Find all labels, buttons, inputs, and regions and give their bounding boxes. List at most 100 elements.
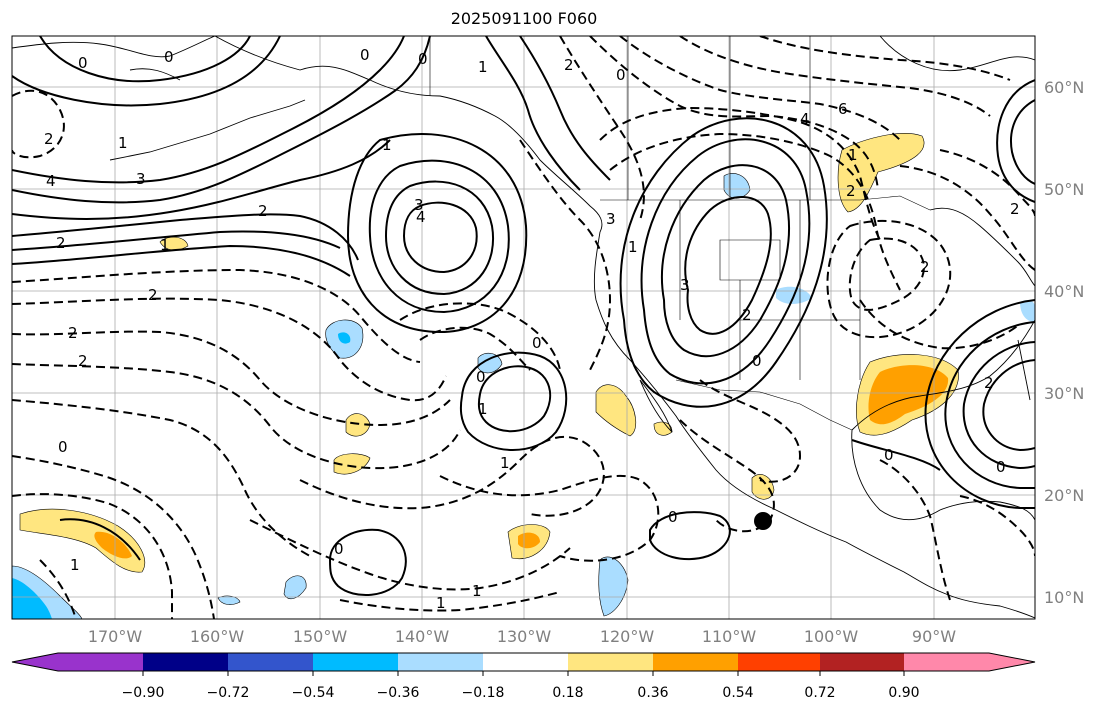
colorbar-tick-label: 0.18 xyxy=(552,685,583,701)
contour-solid-west-alaska-2 xyxy=(519,36,611,181)
coast-baja xyxy=(639,379,673,433)
contours-solid xyxy=(12,36,1035,597)
contour-dashed-16 xyxy=(619,36,901,141)
contour-label: 4 xyxy=(800,110,810,128)
colorbar-segment xyxy=(568,653,653,671)
contour-label: 1 xyxy=(382,136,392,154)
lat-label: 20°N xyxy=(1044,486,1084,505)
colorbar-tick-label: 0.54 xyxy=(722,685,753,701)
high-pacific-ring-3 xyxy=(368,159,510,314)
contour-dashed-20 xyxy=(609,132,901,291)
colorbar-segment xyxy=(228,653,313,671)
shade-cool-pac5 xyxy=(217,595,241,605)
coast-central-america xyxy=(945,593,1035,619)
contour-dashed-32 xyxy=(399,302,561,371)
colorbar: −0.90 −0.72 −0.54 −0.36 −0.18 0.18 0.36 … xyxy=(11,652,1036,701)
colorbar-segment xyxy=(398,653,483,671)
shade-cool-n-midwest xyxy=(723,173,751,199)
coast-hudson xyxy=(879,36,1035,72)
high-midpac xyxy=(477,365,552,433)
contour-dashed-12 xyxy=(339,591,561,612)
contour-label: 1 xyxy=(478,400,488,418)
high-us-ring-2 xyxy=(660,164,790,358)
contour-label: 0 xyxy=(616,66,626,84)
high-pacific-ring-1 xyxy=(402,201,478,274)
shade-warm-mexico xyxy=(751,474,775,500)
lat-label: 50°N xyxy=(1044,180,1084,199)
colorbar-segment xyxy=(738,653,820,671)
contour-dashed-7 xyxy=(12,493,174,619)
colorbar-segment xyxy=(313,653,398,671)
lat-label: 10°N xyxy=(1044,588,1084,607)
contour-label: 2 xyxy=(44,130,54,148)
contour-label: 0 xyxy=(752,352,762,370)
colorbar-segment xyxy=(820,653,904,671)
colorbar-segment xyxy=(653,653,738,671)
colorbar-segment xyxy=(12,653,58,671)
location-marker-icon xyxy=(754,512,772,530)
contour-dashed-6 xyxy=(12,455,215,619)
contour-label: 2 xyxy=(1010,200,1020,218)
lon-label: 120°W xyxy=(600,627,655,646)
contour-label: 1 xyxy=(160,236,170,254)
contour-label: 2 xyxy=(742,306,752,324)
contour-label: 3 xyxy=(414,196,424,214)
contour-dashed-15 xyxy=(589,36,879,191)
contour-dashed-25 xyxy=(699,379,802,483)
coast-mexico-east xyxy=(851,429,1035,521)
lat-label: 30°N xyxy=(1044,384,1084,403)
contour-label: 0 xyxy=(884,446,894,464)
high-east-ring-1 xyxy=(982,359,1035,452)
contour-solid-gulf xyxy=(851,439,941,471)
shade-hot-small3 xyxy=(518,532,540,549)
contour-label: 1 xyxy=(628,238,638,256)
high-us-ring-4 xyxy=(619,117,828,408)
contour-label: 3 xyxy=(680,276,690,294)
contour-solid-3 xyxy=(12,139,391,220)
contour-dashed-30 xyxy=(12,89,65,159)
colorbar-tick-label: 0.90 xyxy=(888,685,919,701)
contour-dashed-5 xyxy=(12,399,311,557)
contour-label: 0 xyxy=(418,50,428,68)
shade-hot-texas xyxy=(868,365,949,425)
contours-dashed xyxy=(12,36,1035,619)
lon-label: 100°W xyxy=(804,627,859,646)
coast-greatlakes xyxy=(929,207,1035,287)
coast-alaska xyxy=(214,36,603,233)
contour-label: 0 xyxy=(78,54,88,72)
shade-cold-sw-corner xyxy=(12,578,52,619)
shade-cool-pac2 xyxy=(477,352,503,374)
contour-dashed-9 xyxy=(299,435,605,517)
contour-label: 0 xyxy=(360,46,370,64)
high-ne-ring-2 xyxy=(996,79,1035,203)
colorbar-segment xyxy=(904,653,1035,671)
border-us-canada xyxy=(600,195,931,211)
high-pacific-ring-2 xyxy=(384,180,495,296)
coast-gulf xyxy=(851,319,1035,431)
low-west-pac-ring-1 xyxy=(39,36,251,83)
high-us-ring-1 xyxy=(684,196,772,335)
contour-solid-hawaii xyxy=(59,518,141,561)
lat-label: 60°N xyxy=(1044,78,1084,97)
contour-dashed-2 xyxy=(12,297,447,402)
map-layer: 0 0 0 2 1 2 1 3 4 2 2 2 2 3 4 1 2 0 0 1 xyxy=(12,36,1035,619)
contour-label: 2 xyxy=(258,202,268,220)
contour-label: 0 xyxy=(164,48,174,66)
map-background xyxy=(12,36,1035,619)
contour-solid-5 xyxy=(12,230,341,251)
lon-label: 140°W xyxy=(395,627,450,646)
lon-label: 110°W xyxy=(702,627,757,646)
contour-dashed-13 xyxy=(519,139,612,371)
shade-hot-west-hawaii xyxy=(94,531,132,559)
shade-warm-west-hawaii xyxy=(19,508,146,573)
contour-label: 1 xyxy=(848,146,858,164)
high-south-pac xyxy=(328,528,407,597)
contour-label: 4 xyxy=(416,208,426,226)
contour-dashed-31 xyxy=(419,326,531,371)
lon-label: 150°W xyxy=(293,627,348,646)
high-pacific-ring-4 xyxy=(346,132,528,334)
coast-west-us xyxy=(593,231,947,595)
coast-siberia xyxy=(12,36,216,58)
colorbar-segment xyxy=(58,653,143,671)
contour-label: 1 xyxy=(118,134,128,152)
